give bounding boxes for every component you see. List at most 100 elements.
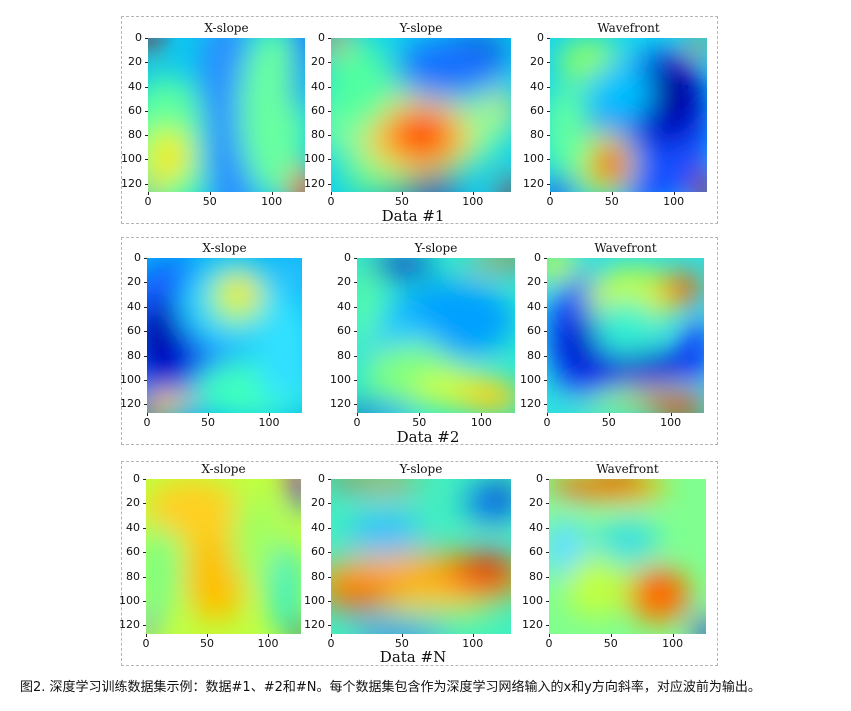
heatmap-region	[699, 624, 706, 634]
y-tick-label: 60	[529, 545, 543, 559]
y-tick-mark	[328, 183, 331, 185]
y-tick-label: 120	[304, 618, 325, 632]
heatmap-region	[496, 88, 511, 126]
heatmap-region	[283, 479, 301, 489]
y-tick-mark	[144, 258, 147, 259]
y-tick-mark	[143, 576, 146, 578]
heatmap-field	[148, 38, 305, 192]
heatmap-region	[331, 38, 394, 131]
y-tick-label: 0	[134, 251, 141, 264]
y-tick-mark	[328, 552, 331, 554]
y-tick-mark	[547, 86, 550, 88]
heatmap-region	[148, 38, 158, 57]
y-tick-mark	[544, 355, 547, 357]
y-tick-label: 60	[127, 324, 141, 338]
y-tick-label: 0	[318, 31, 325, 44]
y-tick-mark	[546, 552, 549, 554]
y-tick-mark	[144, 355, 147, 357]
y-tick-label: 80	[126, 569, 140, 583]
x-tick-mark	[608, 413, 610, 416]
heatmap-region	[357, 400, 370, 413]
x-tick-label: 100	[663, 195, 685, 208]
y-tick-label: 20	[527, 275, 541, 289]
heatmap-title: Y-slope	[414, 241, 458, 255]
heatmap-region	[680, 320, 704, 382]
y-tick-mark	[328, 86, 331, 88]
heatmap-region	[586, 351, 697, 382]
heatmap-region	[594, 299, 657, 356]
y-tick-label: 80	[530, 128, 544, 141]
y-tick-label: 120	[119, 618, 140, 632]
y-tick-mark	[354, 282, 357, 284]
heatmap-title: Wavefront	[597, 21, 660, 35]
y-tick-label: 0	[133, 472, 140, 485]
x-tick-mark	[672, 634, 674, 637]
heatmap-region	[266, 541, 301, 634]
y-tick-mark	[546, 576, 549, 578]
dataset-panel	[121, 461, 718, 666]
x-tick-label: 100	[257, 637, 279, 650]
y-tick-label: 20	[127, 275, 141, 289]
y-tick-mark	[546, 527, 549, 529]
y-tick-mark	[546, 479, 549, 480]
y-tick-label: 100	[520, 373, 541, 387]
y-tick-label: 80	[311, 569, 325, 583]
heatmap-region	[385, 604, 493, 627]
y-tick-mark	[143, 601, 146, 603]
y-tick-mark	[544, 258, 547, 259]
x-tick-mark	[472, 634, 474, 637]
heatmap-region	[647, 576, 680, 608]
dataset-panel	[121, 16, 718, 224]
heatmap-region	[146, 610, 154, 634]
y-tick-label: 120	[120, 397, 141, 411]
y-tick-mark	[354, 355, 357, 357]
y-tick-label: 100	[330, 373, 351, 387]
x-tick-label: 50	[201, 416, 216, 429]
x-tick-mark	[419, 413, 421, 416]
y-tick-label: 100	[119, 594, 140, 608]
y-tick-mark	[328, 601, 331, 603]
x-tick-mark	[547, 413, 548, 416]
y-tick-label: 100	[304, 594, 325, 608]
y-tick-mark	[144, 306, 147, 308]
y-tick-mark	[544, 282, 547, 284]
y-tick-label: 120	[330, 397, 351, 411]
y-tick-label: 0	[318, 472, 325, 485]
y-tick-label: 100	[121, 152, 142, 166]
y-tick-mark	[328, 62, 331, 64]
y-tick-label: 100	[523, 152, 544, 166]
x-tick-label: 100	[462, 637, 484, 650]
heatmap-region	[184, 528, 247, 622]
y-tick-mark	[145, 110, 148, 112]
heatmap-field	[357, 258, 515, 413]
y-tick-label: 20	[529, 496, 543, 510]
x-tick-label: 0	[142, 637, 150, 650]
y-tick-mark	[354, 258, 357, 259]
y-tick-mark	[354, 404, 357, 406]
y-tick-label: 60	[337, 324, 351, 338]
heatmap-image	[547, 258, 704, 413]
heatmap-field	[550, 38, 707, 192]
x-tick-label: 0	[546, 195, 554, 208]
heatmap-region	[399, 119, 443, 148]
heatmap-region	[278, 258, 302, 297]
x-tick-mark	[207, 634, 209, 637]
dataset-label: Data #N	[379, 648, 447, 666]
heatmap-region	[578, 397, 642, 413]
heatmap-region	[340, 164, 412, 192]
x-tick-mark	[208, 413, 210, 416]
x-tick-mark	[269, 413, 271, 416]
y-tick-label: 60	[126, 545, 140, 559]
heatmap-region	[349, 510, 421, 557]
y-tick-label: 40	[529, 520, 543, 534]
y-tick-mark	[328, 479, 331, 480]
y-tick-label: 40	[128, 79, 142, 93]
x-tick-mark	[401, 192, 403, 195]
y-tick-label: 20	[530, 55, 544, 69]
x-tick-label: 0	[144, 195, 152, 208]
heatmap-region	[696, 168, 707, 192]
heatmap-region	[487, 482, 511, 507]
x-tick-label: 100	[261, 195, 283, 208]
x-tick-mark	[481, 413, 483, 416]
figure-caption: 图2. 深度学习训练数据集示例：数据#1、#2和#N。每个数据集包含作为深度学习…	[20, 680, 761, 695]
